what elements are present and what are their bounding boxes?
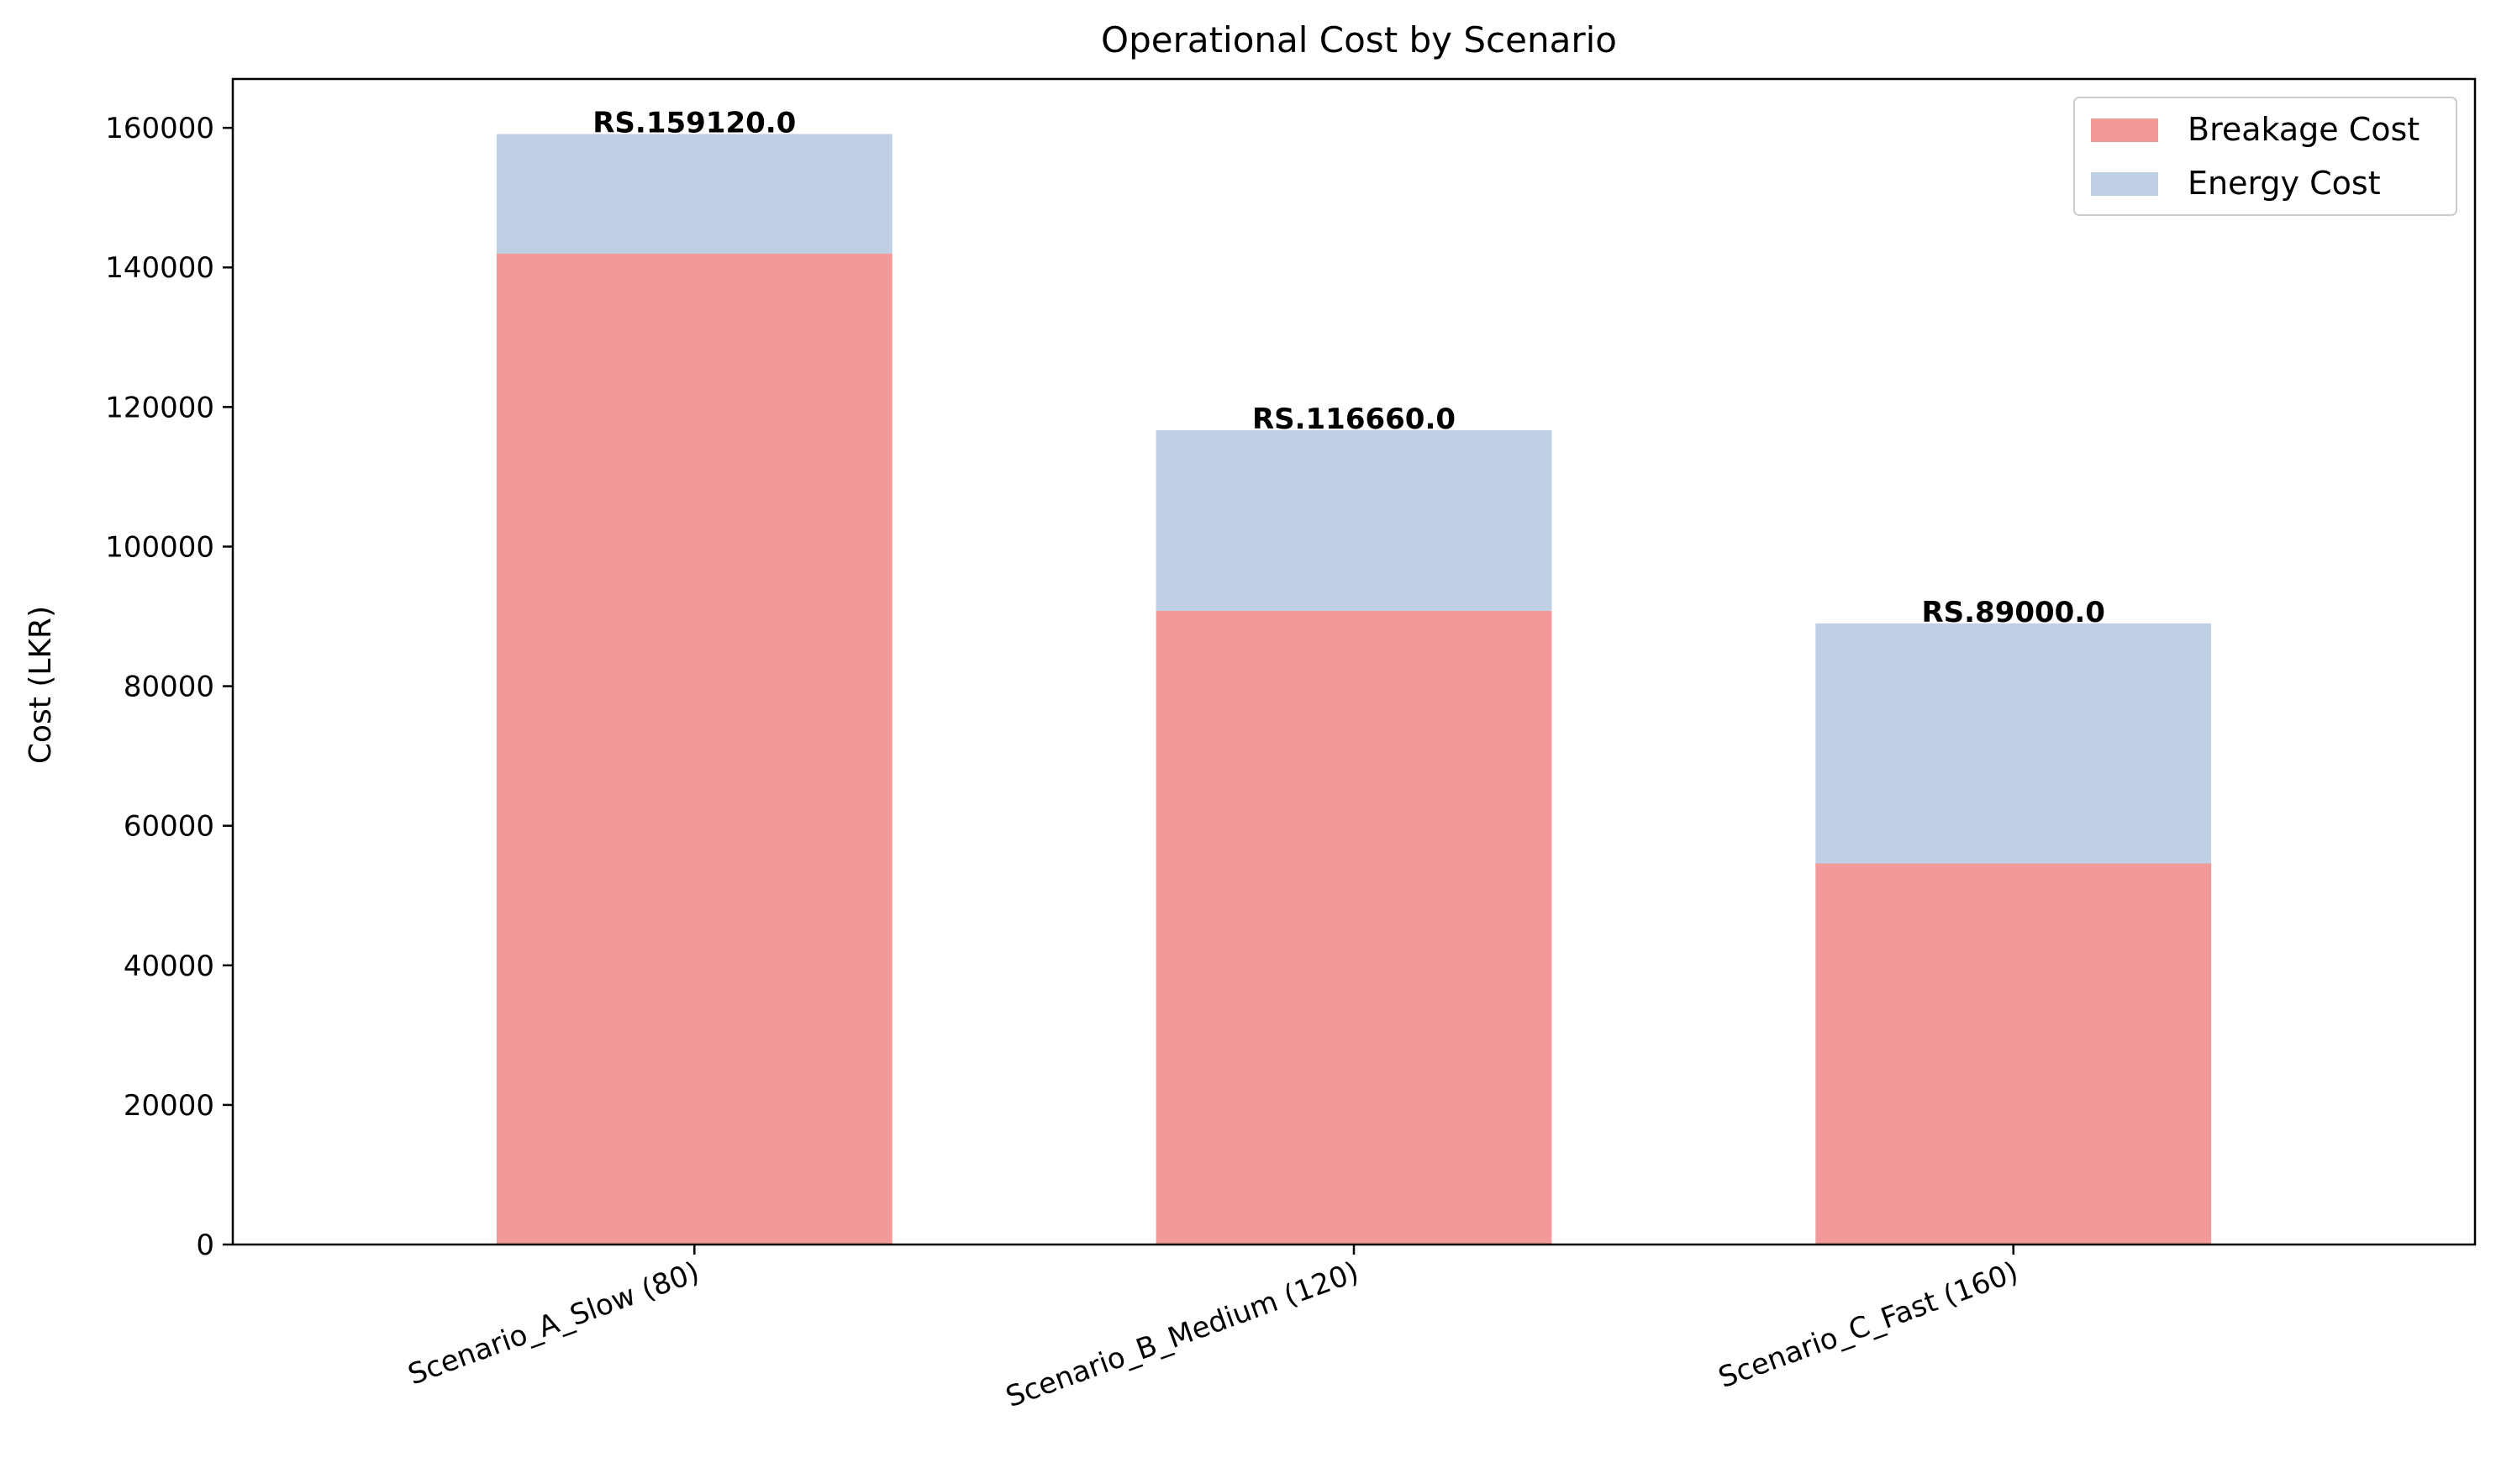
chart-title: Operational Cost by Scenario [1101,19,1617,61]
legend-entry-1: Breakage Cost [2188,111,2420,148]
y-tick-label-120000: 120000 [105,391,214,424]
legend-box [2073,97,2457,216]
x-tick-label-1: Scenario_A_Slow (80) [403,1255,703,1392]
bar-energy-2 [1156,430,1552,611]
legend-swatch-2 [2091,172,2158,196]
y-axis-label: Cost (LKR) [24,606,58,764]
legend: Breakage Cost Energy Cost [2073,97,2457,216]
y-tick-label-140000: 140000 [105,251,214,285]
total-label-3: RS.89000.0 [1921,596,2104,629]
y-tick-label-40000: 40000 [124,950,214,983]
bar-energy-3 [1815,623,2212,864]
bar-energy-1 [496,134,893,254]
y-tick-label-160000: 160000 [105,112,214,145]
y-tick-label-80000: 80000 [124,671,214,704]
bar-breakage-2 [1156,610,1552,1245]
legend-entry-2: Energy Cost [2188,165,2381,202]
y-tick-label-60000: 60000 [124,810,214,844]
legend-swatch-1 [2091,118,2158,142]
x-tick-label-2: Scenario_B_Medium (120) [1002,1255,1363,1414]
y-tick-label-20000: 20000 [124,1089,214,1123]
x-tick-label-3: Scenario_C_Fast (160) [1714,1255,2023,1395]
bars-layer [496,134,2212,1245]
total-label-2: RS.116660.0 [1252,403,1456,436]
bar-breakage-3 [1815,863,2212,1245]
total-label-1: RS.159120.0 [592,106,796,139]
y-tick-label-100000: 100000 [105,530,214,564]
y-tick-label-0: 0 [196,1229,214,1262]
data-labels-layer: RS.159120.0 RS.116660.0 RS.89000.0 [592,106,2105,629]
bar-breakage-1 [496,253,893,1245]
